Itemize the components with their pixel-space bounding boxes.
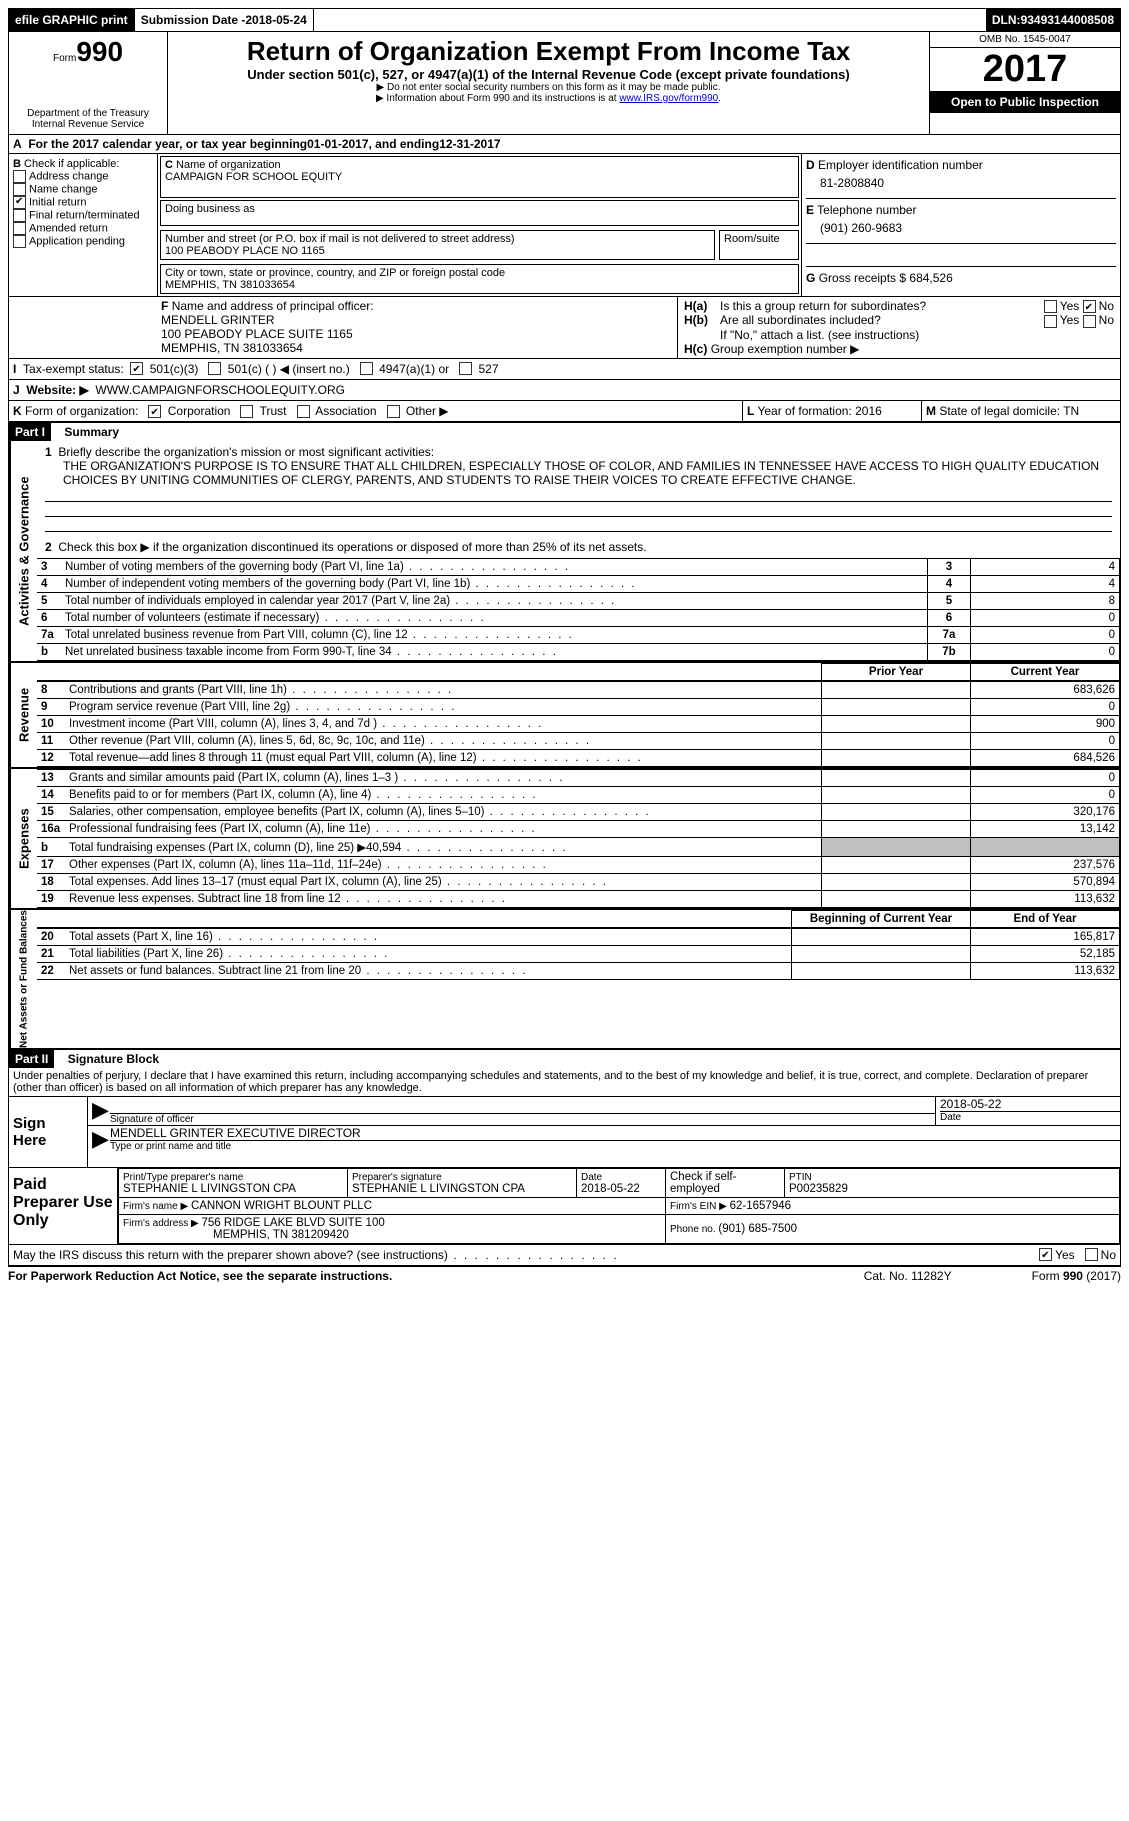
identity-block: B Check if applicable: Address change Na…: [8, 154, 1121, 297]
topbar: efile GRAPHIC print Submission Date - 20…: [8, 8, 1121, 32]
efile-label: efile GRAPHIC print: [9, 9, 135, 31]
governance-section: Activities & Governance: [9, 441, 37, 661]
expenses-section: Expenses: [9, 769, 37, 908]
submission-date: Submission Date - 2018-05-24: [135, 9, 314, 31]
revenue-section: Revenue: [9, 663, 37, 767]
form-title: Return of Organization Exempt From Incom…: [172, 36, 925, 67]
irs-link[interactable]: www.IRS.gov/form990: [619, 93, 718, 104]
form-header: Form990 Department of the Treasury Inter…: [8, 32, 1121, 135]
netassets-section: Net Assets or Fund Balances: [9, 910, 37, 1048]
dln: DLN: 93493144008508: [986, 9, 1120, 31]
